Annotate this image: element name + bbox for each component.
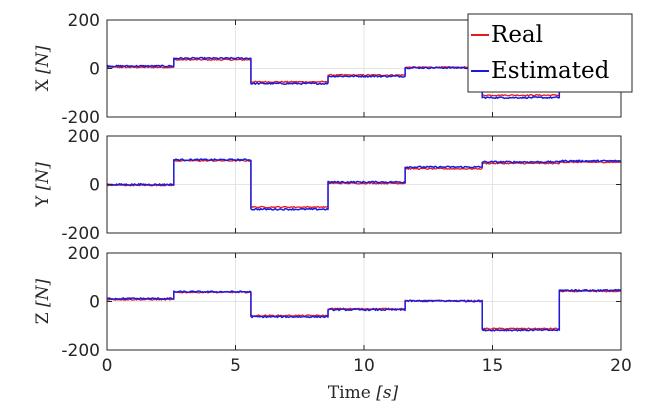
legend-estimated-label: Estimated [491,58,610,84]
series-line-estimated-x [106,56,622,100]
y-axis-label-z: Z [N] [33,278,53,324]
legend-box [467,13,633,93]
series-line-estimated-z [106,288,622,332]
y-tick-label: 200 [68,11,100,31]
legend-real-label: Real [491,22,543,48]
y-tick-label: -200 [61,108,100,128]
y-axis-label-x: X [N] [33,45,53,91]
series-line-estimated-y [106,158,622,211]
x-tick-label: 15 [482,356,504,376]
x-tick-label: 20 [610,356,632,376]
y-tick-label: 0 [89,176,100,196]
x-tick-label: 10 [353,356,375,376]
y-axis-label-y: Y [N] [33,162,53,208]
y-tick-label: 200 [68,127,100,147]
y-tick-label: 0 [89,293,100,313]
x-tick-label: 5 [230,356,241,376]
y-tick-label: -200 [61,224,100,244]
subplot-y: 200 0 -200 Y [N] [33,127,622,244]
y-tick-label: -200 [61,341,100,361]
y-tick-label: 0 [89,60,100,80]
x-tick-label: 0 [102,356,113,376]
legend: Real Estimated [467,13,633,93]
y-tick-label: 200 [68,244,100,264]
x-axis-label: Time [s] [328,383,399,403]
